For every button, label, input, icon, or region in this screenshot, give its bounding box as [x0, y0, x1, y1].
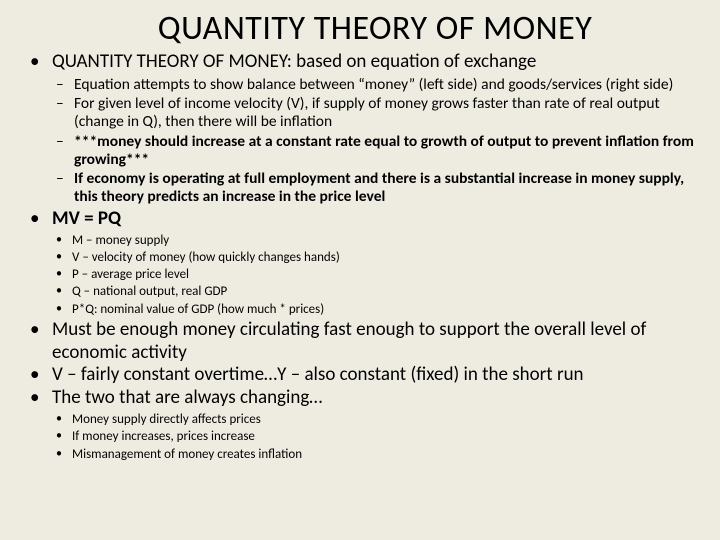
sub-bullet-text: P*Q: nominal value of GDP (how much * pr… — [72, 302, 324, 317]
sub-bullet-item: M – money supply — [52, 233, 696, 249]
bullet-list-level2: Equation attempts to show balance betwee… — [52, 76, 696, 207]
bullet-text: MV = PQ — [52, 207, 121, 230]
sub-bullet-text: P – average price level — [72, 267, 189, 282]
sub-bullet-item: P – average price level — [52, 267, 696, 283]
sub-bullet-item: V – velocity of money (how quickly chang… — [52, 250, 696, 266]
bullet-item: V – fairly constant overtime…Y – also co… — [24, 364, 696, 387]
sub-bullet-text: ***money should increase at a constant r… — [74, 132, 694, 169]
sub-bullet-text: Mismanagement of money creates inflation — [72, 447, 302, 462]
bullet-text: V – fairly constant overtime…Y – also co… — [52, 363, 584, 386]
sub-bullet-item: Mismanagement of money creates inflation — [52, 447, 696, 463]
bullet-list-level3: M – money supply V – velocity of money (… — [52, 233, 696, 318]
sub-bullet-item: Money supply directly affects prices — [52, 412, 696, 428]
bullet-item: QUANTITY THEORY OF MONEY: based on equat… — [24, 51, 696, 207]
bullet-item: MV = PQ M – money supply V – velocity of… — [24, 208, 696, 318]
sub-bullet-item: For given level of income velocity (V), … — [52, 95, 696, 132]
bullet-list-level3: Money supply directly affects prices If … — [52, 412, 696, 463]
bullet-text: Must be enough money circulating fast en… — [52, 318, 646, 364]
sub-bullet-text: M – money supply — [72, 233, 169, 248]
sub-bullet-item: If economy is operating at full employme… — [52, 170, 696, 207]
bullet-item: The two that are always changing… Money … — [24, 387, 696, 463]
sub-bullet-item: ***money should increase at a constant r… — [52, 133, 696, 170]
sub-bullet-text: Q – national output, real GDP — [72, 284, 227, 299]
sub-bullet-item: If money increases, prices increase — [52, 429, 696, 445]
sub-bullet-text: Equation attempts to show balance betwee… — [74, 75, 673, 94]
sub-bullet-text: If economy is operating at full employme… — [74, 169, 684, 206]
sub-bullet-item: Q – national output, real GDP — [52, 284, 696, 300]
sub-bullet-text: V – velocity of money (how quickly chang… — [72, 250, 340, 265]
sub-bullet-text: If money increases, prices increase — [72, 429, 255, 444]
bullet-text: QUANTITY THEORY OF MONEY: based on equat… — [52, 50, 536, 73]
sub-bullet-text: For given level of income velocity (V), … — [74, 94, 660, 131]
bullet-list-level1: QUANTITY THEORY OF MONEY: based on equat… — [24, 51, 696, 463]
bullet-item: Must be enough money circulating fast en… — [24, 319, 696, 365]
slide-title: QUANTITY THEORY OF MONEY — [54, 8, 696, 49]
sub-bullet-text: Money supply directly affects prices — [72, 412, 261, 427]
sub-bullet-item: P*Q: nominal value of GDP (how much * pr… — [52, 302, 696, 318]
sub-bullet-item: Equation attempts to show balance betwee… — [52, 76, 696, 94]
bullet-text: The two that are always changing… — [52, 386, 322, 409]
